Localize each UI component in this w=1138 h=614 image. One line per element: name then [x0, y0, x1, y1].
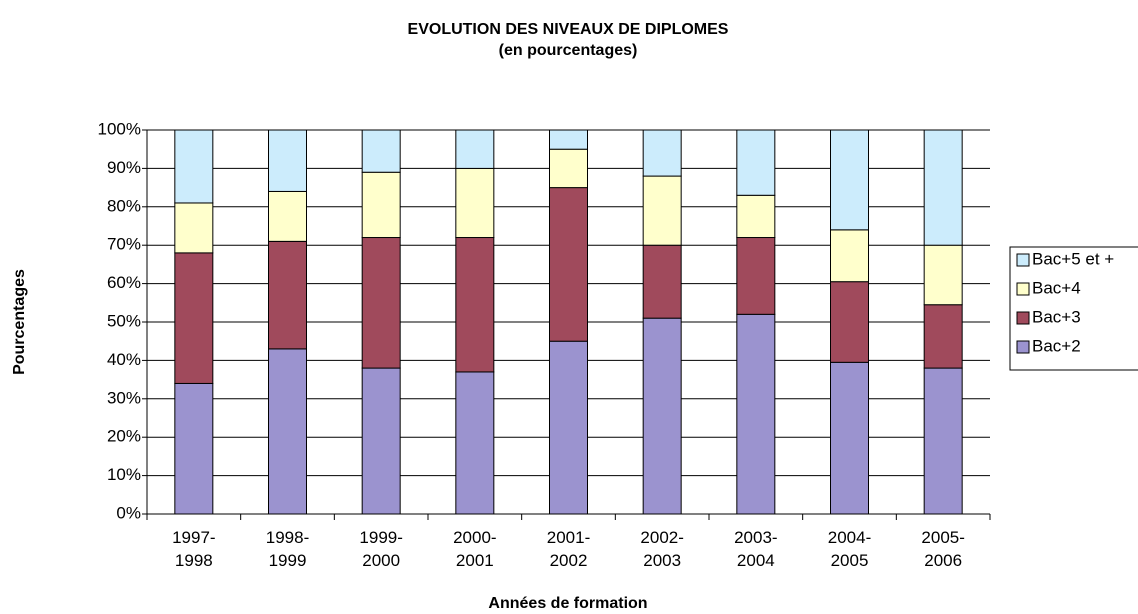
bar-segment — [361, 129, 401, 173]
bar-segment — [268, 190, 307, 242]
x-tick-label: 1997- 1998 — [172, 528, 216, 570]
y-tick-label: 10% — [107, 465, 141, 484]
y-tick-label: 70% — [107, 235, 141, 254]
bar-segment — [549, 129, 588, 150]
x-axis-title: Années de formation — [488, 595, 647, 612]
chart-title: EVOLUTION DES NIVEAUX DE DIPLOMES — [408, 21, 729, 38]
bar-segment — [736, 194, 776, 239]
x-tick-label: 2005- 2006 — [921, 528, 965, 570]
bar-segment — [642, 244, 682, 319]
bar-segment — [549, 340, 588, 515]
bar-segment — [923, 129, 963, 246]
bar-segment — [361, 171, 401, 239]
bar-segment — [830, 361, 869, 515]
bar-segment — [736, 237, 776, 315]
bar-segment — [268, 240, 307, 350]
bar-segment — [455, 129, 495, 169]
bar-segment — [642, 317, 682, 515]
bar-segment — [923, 244, 963, 306]
bar-segment — [549, 148, 588, 189]
y-tick-label: 40% — [107, 350, 141, 369]
bar-segment — [736, 313, 776, 515]
legend-swatch — [1016, 311, 1030, 325]
legend-label: Bac+5 et + — [1032, 249, 1114, 268]
y-tick-label: 100% — [98, 119, 141, 138]
bar-segment — [923, 367, 963, 515]
bar-segment — [174, 252, 214, 384]
bar-segment — [642, 129, 682, 177]
x-tick-label: 1999- 2000 — [359, 528, 403, 570]
x-tick-label: 2001- 2002 — [546, 528, 591, 570]
y-tick-label: 30% — [107, 388, 141, 407]
bar-segment — [549, 187, 588, 342]
legend-swatch — [1016, 282, 1030, 296]
x-tick-label: 1998- 1999 — [265, 528, 310, 570]
y-tick-label: 60% — [107, 273, 141, 292]
y-tick-label: 50% — [107, 311, 141, 330]
y-tick-label: 0% — [116, 503, 141, 522]
y-tick-label: 80% — [107, 196, 141, 215]
bar-segment — [830, 229, 869, 283]
chart-subtitle: (en pourcentages) — [499, 42, 638, 59]
x-tick-label: 2003- 2004 — [734, 528, 778, 570]
legend-label: Bac+4 — [1032, 278, 1081, 297]
legend-box — [1009, 246, 1138, 371]
legend-label: Bac+2 — [1032, 336, 1081, 355]
bar-segment — [830, 281, 869, 363]
bar-segment — [268, 348, 307, 515]
bar-segment — [736, 129, 776, 196]
bar-segment — [361, 237, 401, 369]
x-tick-label: 2002- 2003 — [640, 528, 684, 570]
bar-segment — [174, 129, 214, 204]
x-tick-label: 2004- 2005 — [827, 528, 872, 570]
bar-segment — [923, 304, 963, 369]
bar-segment — [174, 382, 214, 515]
bar-segment — [830, 129, 869, 231]
legend-swatch — [1016, 253, 1030, 267]
bar-segment — [455, 237, 495, 373]
bar-segment — [268, 129, 307, 192]
bar-segment — [361, 367, 401, 515]
bar-segment — [455, 167, 495, 239]
y-tick-label: 90% — [107, 158, 141, 177]
bar-segment — [455, 371, 495, 515]
legend-swatch — [1016, 340, 1030, 354]
x-tick-label: 2000- 2001 — [453, 528, 497, 570]
bar-segment — [174, 202, 214, 254]
legend-label: Bac+3 — [1032, 307, 1081, 326]
bar-segment — [642, 175, 682, 246]
y-tick-label: 20% — [107, 427, 141, 446]
y-axis-title: Pourcentages — [11, 269, 28, 375]
